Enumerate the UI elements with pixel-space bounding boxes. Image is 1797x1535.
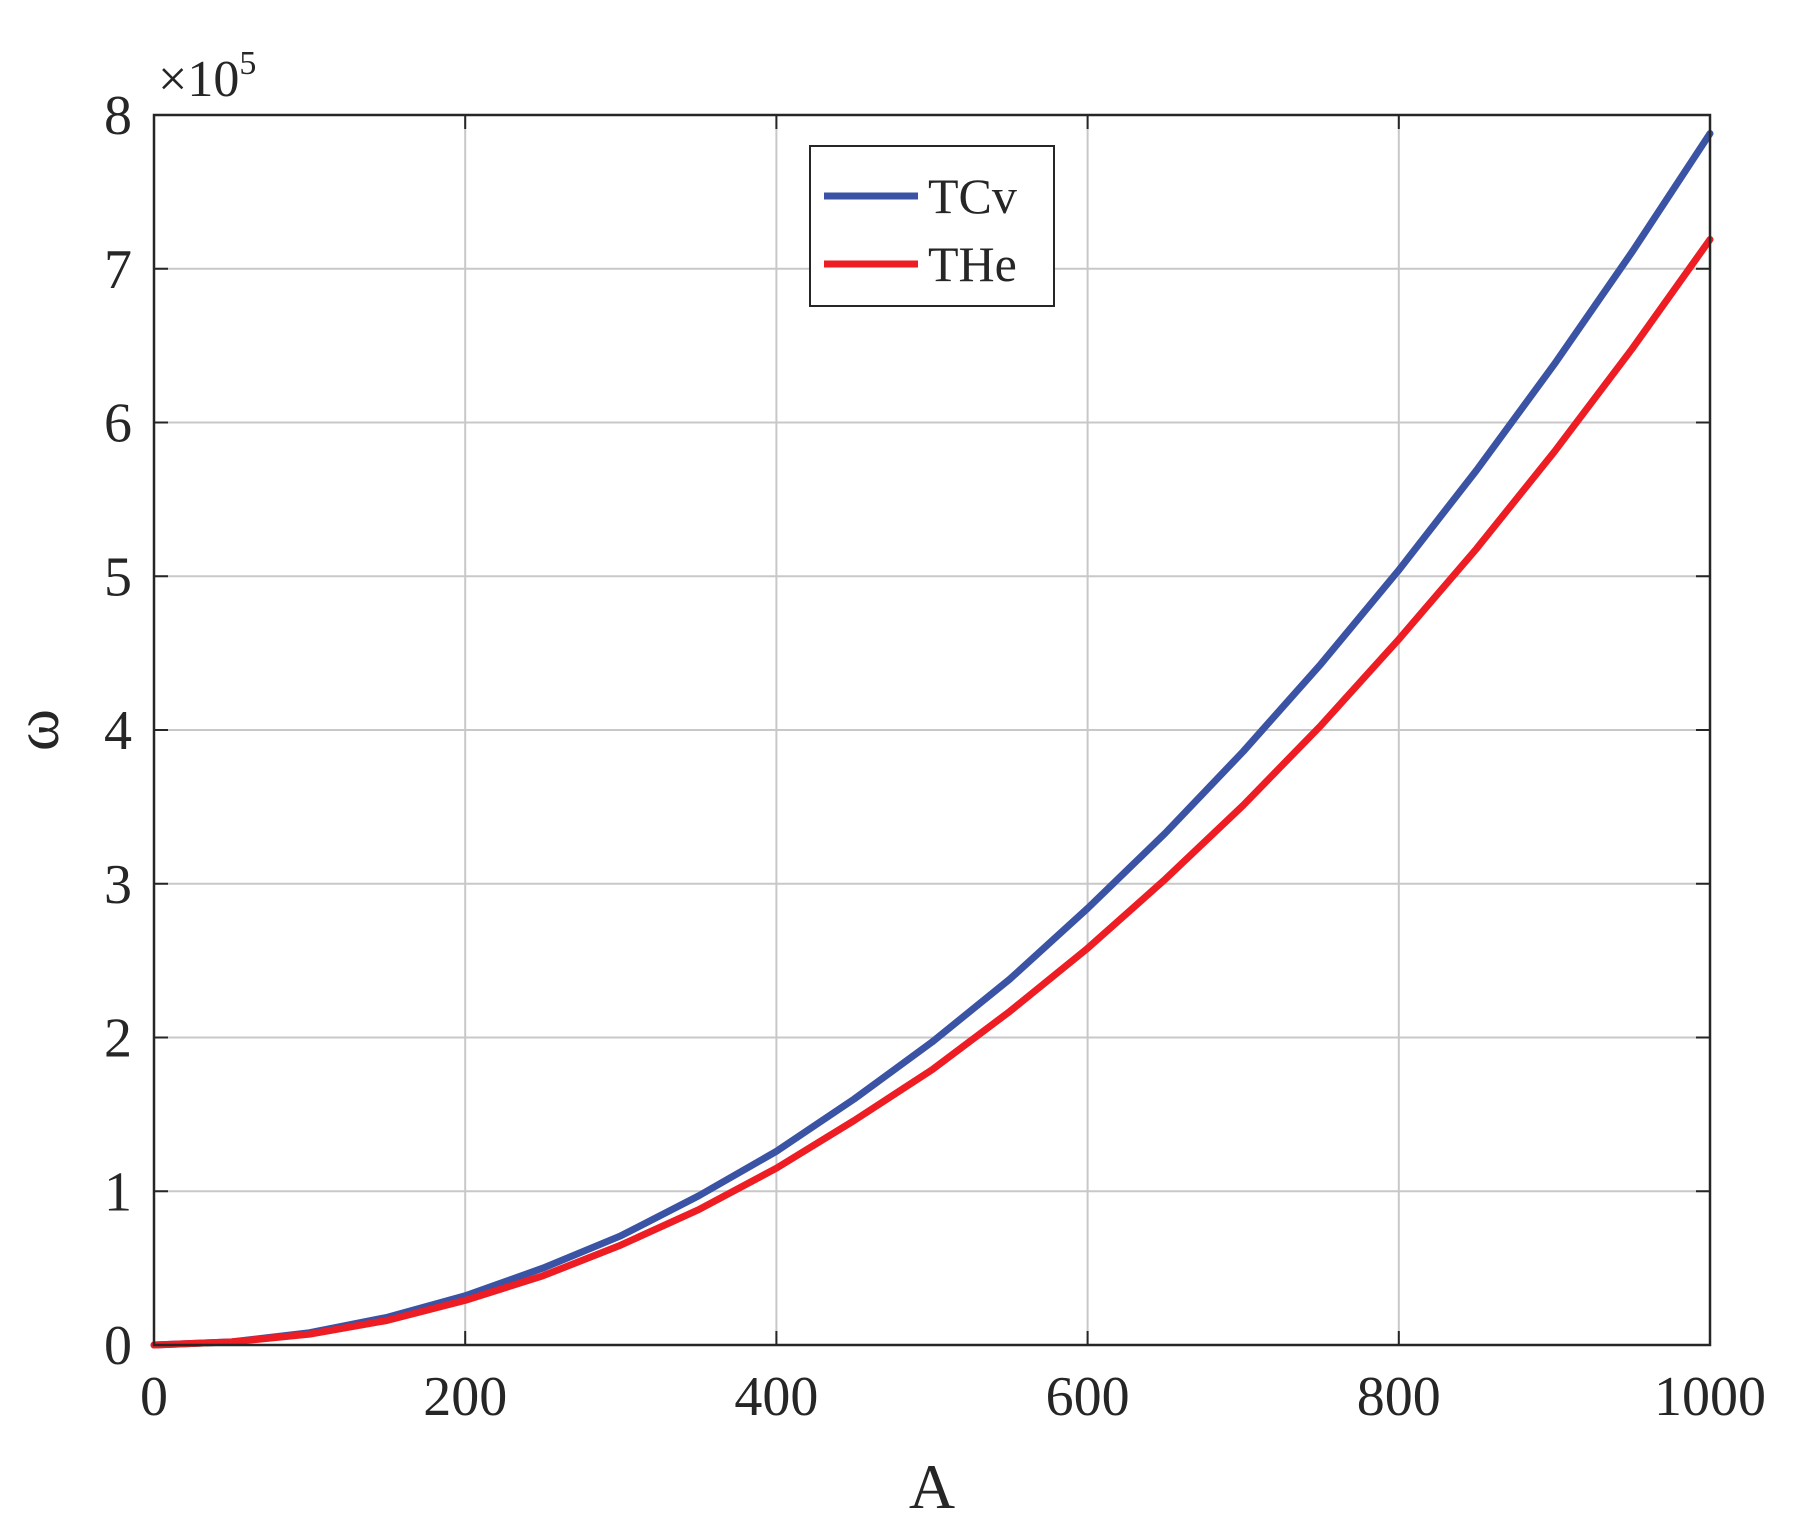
y-axis-multiplier: ×105 xyxy=(158,45,256,108)
y-tick-label: 0 xyxy=(104,1315,132,1377)
legend: TCv THe xyxy=(809,145,1055,307)
y-tick-label: 8 xyxy=(104,85,132,147)
x-tick-label: 1000 xyxy=(1654,1366,1766,1428)
x-tick-label: 200 xyxy=(423,1366,507,1428)
y-tick-label: 5 xyxy=(104,546,132,608)
series-line-the xyxy=(150,236,1714,1349)
x-axis-label: A xyxy=(909,1451,955,1522)
y-tick-label: 2 xyxy=(104,1008,132,1070)
x-axis-tick-labels: 0 200 400 600 800 1000 xyxy=(140,1366,1766,1428)
y-axis-multiplier-exponent: 5 xyxy=(239,45,256,82)
y-tick-label: 6 xyxy=(104,393,132,455)
axis-ticks xyxy=(153,114,1711,1346)
series-line-tcv xyxy=(150,130,1714,1349)
x-tick-label: 400 xyxy=(734,1366,818,1428)
grid xyxy=(154,115,1710,1345)
y-axis-label: ω xyxy=(1,709,72,751)
y-tick-label: 1 xyxy=(104,1161,132,1223)
x-tick-label: 800 xyxy=(1357,1366,1441,1428)
x-tick-label: 600 xyxy=(1046,1366,1130,1428)
series-lines xyxy=(150,130,1714,1349)
y-tick-label: 3 xyxy=(104,854,132,916)
legend-label-the: THe xyxy=(928,236,1017,292)
y-axis-tick-labels: 0 1 2 3 4 5 6 7 8 xyxy=(104,85,132,1377)
x-tick-label: 0 xyxy=(140,1366,168,1428)
y-tick-label: 4 xyxy=(104,700,132,762)
y-tick-label: 7 xyxy=(104,239,132,301)
legend-label-tcv: TCv xyxy=(928,168,1017,224)
legend-box xyxy=(809,145,1055,307)
y-axis-multiplier-base: ×10 xyxy=(158,51,239,108)
